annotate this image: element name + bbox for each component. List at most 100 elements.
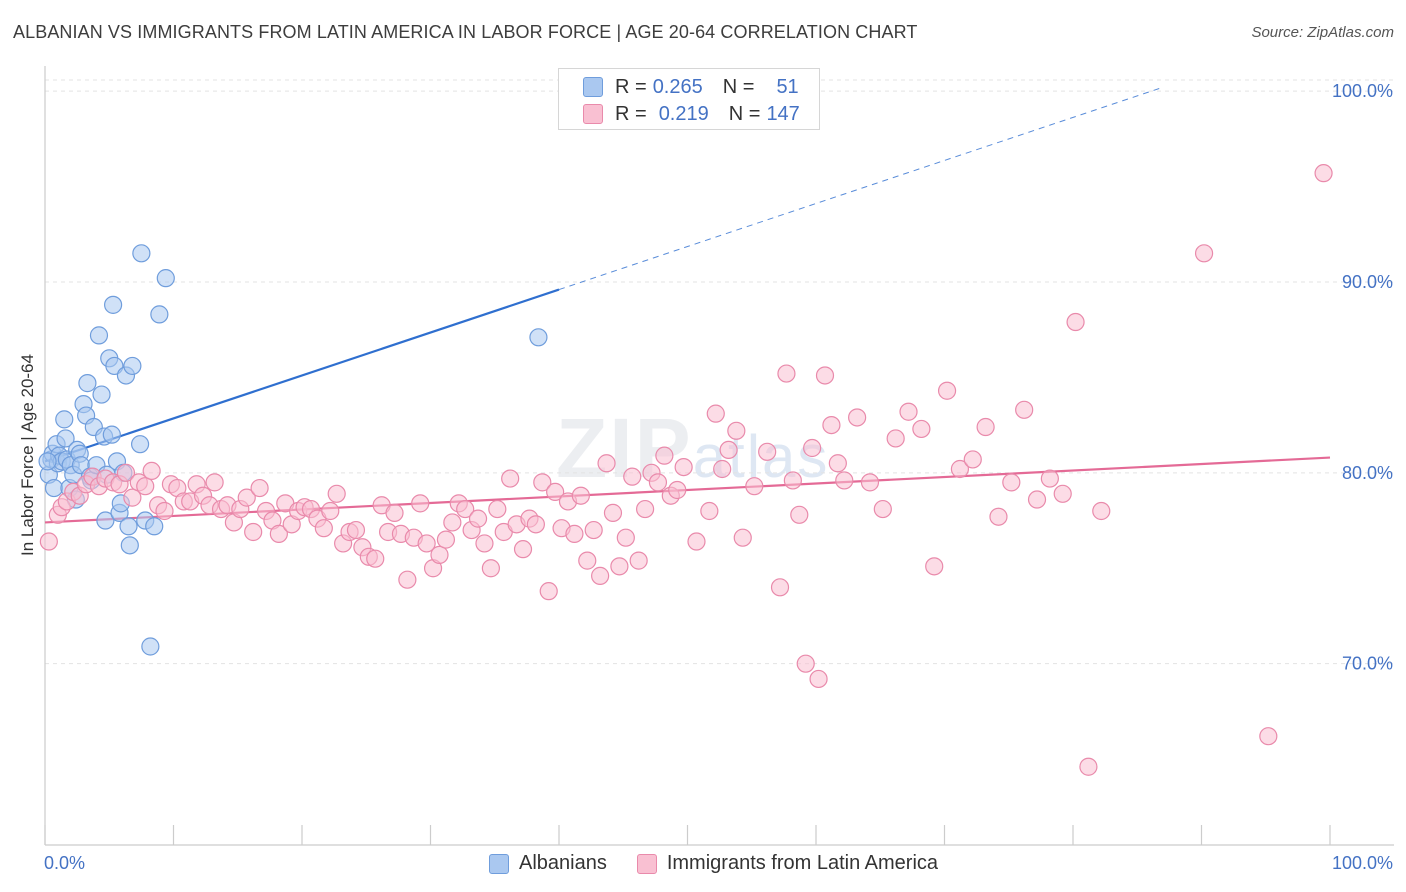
y-tick-label: 100.0% <box>1332 81 1393 101</box>
point-latin-america <box>475 534 494 553</box>
point-latin-america <box>1027 490 1047 509</box>
points-layer <box>38 164 1333 776</box>
y-tick-label: 80.0% <box>1342 463 1393 483</box>
point-latin-america <box>136 477 155 496</box>
point-latin-america <box>1259 727 1278 746</box>
point-latin-america <box>1015 400 1034 419</box>
point-latin-america <box>758 442 777 461</box>
point-albanians <box>96 511 115 530</box>
point-albanians <box>78 374 97 393</box>
point-latin-america <box>468 509 488 528</box>
point-latin-america <box>937 381 957 400</box>
legend-r-value: 0.265 <box>652 75 703 98</box>
point-latin-america <box>269 524 288 543</box>
point-latin-america <box>745 477 764 496</box>
series-swatch-albanians <box>489 853 509 874</box>
point-latin-america <box>327 484 346 503</box>
point-latin-america <box>629 551 648 570</box>
point-latin-america <box>1053 484 1072 503</box>
series-label-albanians: Albanians <box>519 852 607 874</box>
point-latin-america <box>700 501 719 521</box>
point-latin-america <box>526 515 545 534</box>
chart-source: Source: ZipAtlas.com <box>1251 24 1394 41</box>
point-latin-america <box>706 404 725 423</box>
point-latin-america <box>481 559 500 578</box>
point-latin-america <box>603 503 623 522</box>
point-latin-america <box>571 486 590 505</box>
trendline-albanians <box>44 288 560 463</box>
series-legend-albanians: Albanians <box>489 852 607 875</box>
point-latin-america <box>668 480 687 500</box>
point-latin-america <box>430 545 449 564</box>
point-albanians <box>38 452 57 471</box>
legend-n-label: N = <box>728 102 761 125</box>
legend-row-latin-america: R = 0.219 N = 147 <box>583 102 800 126</box>
point-latin-america <box>456 499 475 519</box>
point-albanians <box>119 517 138 536</box>
point-latin-america <box>1194 244 1214 263</box>
point-albanians <box>150 305 169 324</box>
legend-swatch-latin-america <box>583 104 603 124</box>
point-latin-america <box>976 417 995 437</box>
point-albanians <box>89 326 109 345</box>
point-latin-america <box>546 482 565 502</box>
legend-n-value: 51 <box>776 75 799 98</box>
point-latin-america <box>815 366 835 385</box>
point-latin-america <box>835 471 854 490</box>
point-latin-america <box>237 488 256 507</box>
point-latin-america <box>674 457 693 477</box>
point-latin-america <box>417 534 436 553</box>
legend-n-value: 147 <box>766 102 800 125</box>
point-latin-america <box>719 440 738 460</box>
point-latin-america <box>501 469 520 488</box>
point-albanians <box>55 410 74 429</box>
trend-layer <box>44 86 1331 524</box>
point-latin-america <box>623 467 642 486</box>
grid-layer <box>45 79 1394 665</box>
point-latin-america <box>796 654 815 673</box>
point-latin-america <box>591 566 610 585</box>
point-latin-america <box>899 402 918 421</box>
point-albanians <box>56 429 75 448</box>
point-latin-america <box>1314 164 1333 183</box>
x-tick-label: 0.0% <box>44 853 85 873</box>
point-latin-america <box>398 570 417 589</box>
point-albanians <box>92 385 111 404</box>
point-albanians <box>104 295 123 314</box>
point-latin-america <box>578 551 597 570</box>
series-legend-latin-america: Immigrants from Latin America <box>636 852 938 875</box>
y-tick-label: 90.0% <box>1342 272 1393 292</box>
point-albanians <box>156 269 175 288</box>
point-latin-america <box>584 520 603 540</box>
point-latin-america <box>727 421 746 440</box>
legend-r-label: R = <box>615 75 647 98</box>
point-latin-america <box>770 578 790 597</box>
point-latin-america <box>886 429 905 448</box>
point-latin-america <box>436 530 456 549</box>
point-latin-america <box>123 488 142 507</box>
legend-swatch-albanians <box>583 77 603 97</box>
point-latin-america <box>321 501 340 521</box>
point-albanians <box>529 328 548 347</box>
point-latin-america <box>539 582 558 601</box>
point-latin-america <box>488 499 507 519</box>
point-latin-america <box>635 499 655 519</box>
point-latin-america <box>411 494 430 513</box>
trendline-albanians-extension <box>558 86 1164 291</box>
axis-layer <box>44 66 1394 846</box>
y-axis-label: In Labor Force | Age 20-64 <box>18 354 37 556</box>
tick-label-layer: 70.0% 80.0% 90.0% 100.0% 0.0% 100.0% <box>44 81 1393 873</box>
point-latin-america <box>443 513 462 532</box>
point-latin-america <box>142 461 161 481</box>
point-latin-america <box>1040 469 1059 488</box>
point-latin-america <box>366 549 385 568</box>
point-latin-america <box>616 528 635 547</box>
point-latin-america <box>1092 501 1111 521</box>
point-latin-america <box>385 503 404 522</box>
legend-r-label: R = <box>615 102 647 125</box>
point-latin-america <box>963 450 982 469</box>
point-latin-america <box>205 473 224 492</box>
series-swatch-latin-america <box>636 853 657 874</box>
point-latin-america <box>925 557 944 576</box>
chart-title: ALBANIAN VS IMMIGRANTS FROM LATIN AMERIC… <box>13 22 918 42</box>
